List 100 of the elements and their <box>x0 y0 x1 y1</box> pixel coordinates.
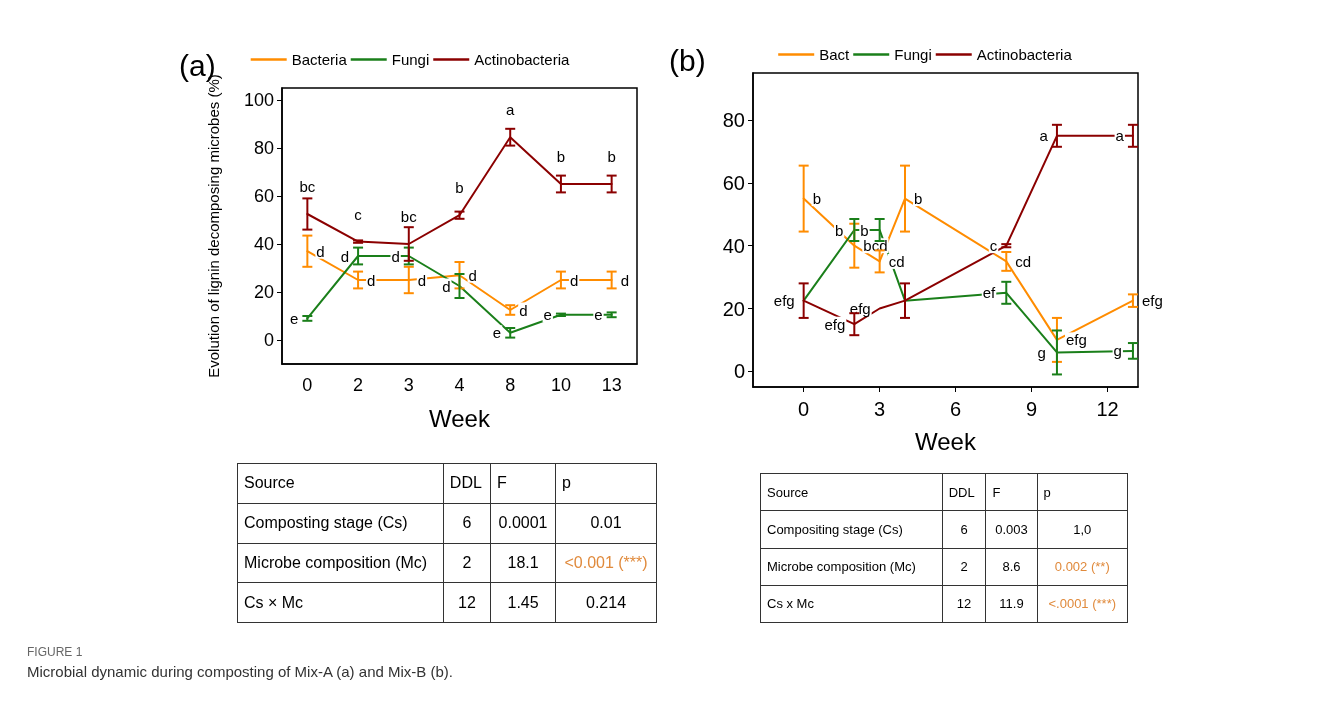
category-label: DDL <box>942 473 986 511</box>
legend-label: Actinobacteria <box>474 51 570 68</box>
y-tick-label: 80 <box>722 109 745 132</box>
data-label: d <box>391 247 400 265</box>
text: 6 <box>942 510 986 548</box>
text: 0.214 <box>555 582 657 623</box>
x-axis-title: Week <box>915 427 977 455</box>
x-tick-label: 8 <box>505 375 516 395</box>
x-tick-label: 0 <box>798 398 810 420</box>
category-label: p <box>555 463 657 504</box>
x-tick-label: 10 <box>550 375 571 395</box>
data-label: b <box>455 179 464 197</box>
text: 2 <box>443 543 491 583</box>
data-label: c <box>354 205 363 223</box>
x-tick-label: 6 <box>950 398 962 420</box>
data-label: cd <box>888 252 905 270</box>
data-label: e <box>543 306 552 324</box>
text: 0.003 <box>985 510 1038 548</box>
x-axis-title: Week <box>429 404 491 432</box>
data-label: b <box>913 190 923 208</box>
x-tick-label: 4 <box>454 375 465 395</box>
data-label: e <box>492 324 502 342</box>
y-tick-label: 80 <box>253 138 274 158</box>
data-label: g <box>1037 343 1046 361</box>
data-label: c <box>989 237 998 255</box>
text: Microbe composition (Mc) <box>237 543 444 583</box>
data-label: efg <box>1141 292 1163 310</box>
data-label: bc <box>400 208 418 225</box>
text: Cs x Mc <box>760 585 943 623</box>
text: 8.6 <box>985 548 1038 586</box>
data-label: bc <box>299 178 316 195</box>
y-tick-label: 20 <box>722 297 745 320</box>
x-tick-label: 12 <box>1096 398 1119 420</box>
x-tick-label: 3 <box>874 398 886 420</box>
text: Microbe composition (Mc) <box>760 548 943 586</box>
data-label: ef <box>982 284 997 302</box>
x-tick-label: 2 <box>353 375 364 395</box>
text: 2 <box>942 548 986 586</box>
data-label: cd <box>1015 252 1032 270</box>
data-label: a <box>1115 127 1125 145</box>
data-label: d <box>620 271 629 289</box>
text: Microbial dynamic during composting of Mix-A (a) and Mix-B (b). <box>27 663 454 680</box>
category-label: F <box>985 473 1038 511</box>
text: 11.9 <box>985 585 1038 623</box>
data-label: b <box>812 190 821 208</box>
y-tick-label: 100 <box>243 90 274 110</box>
chart-title: (b) <box>669 43 706 77</box>
y-tick-label: 20 <box>253 282 274 302</box>
data-label: d <box>569 271 579 289</box>
x-tick-label: 9 <box>1026 398 1038 420</box>
y-tick-label: 40 <box>722 234 745 257</box>
text: 6 <box>443 503 491 543</box>
data-label: b <box>860 221 869 239</box>
data-label: b <box>607 148 616 165</box>
data-label: a <box>506 101 516 119</box>
text: 0.01 <box>555 503 657 543</box>
y-tick-label: 60 <box>722 171 745 194</box>
data-label: d <box>519 301 528 319</box>
legend-label: Bacteria <box>291 51 348 68</box>
data-label: g <box>1113 342 1122 360</box>
data-label: efg <box>824 315 846 333</box>
legend-label: Bact <box>819 46 851 63</box>
data-label: efg <box>1065 331 1087 349</box>
text: Compositing stage (Cs) <box>760 510 943 548</box>
category-label: p <box>1037 473 1128 511</box>
text: 0.0001 <box>490 503 556 543</box>
data-label: d <box>367 271 376 289</box>
data-label: efg <box>773 292 795 310</box>
text: 1,0 <box>1037 510 1128 548</box>
text: 1.45 <box>490 582 556 623</box>
data-label: e <box>594 306 603 324</box>
text: 0.002 (**) <box>1037 548 1128 586</box>
x-tick-label: 0 <box>302 375 313 395</box>
data-label: d <box>316 242 325 260</box>
y-tick-label: 40 <box>253 234 274 254</box>
x-tick-label: 3 <box>403 375 414 395</box>
legend-label: Actinobacteria <box>976 46 1073 63</box>
text: Composting stage (Cs) <box>237 503 444 543</box>
category-label: DDL <box>443 463 491 504</box>
data-label: efg <box>849 300 871 317</box>
data-label: d <box>417 271 427 289</box>
text: FIGURE 1 <box>27 645 84 659</box>
data-label: b <box>834 221 844 239</box>
data-label: b <box>556 148 566 165</box>
text: <.0001 (***) <box>1037 585 1128 623</box>
text: 12 <box>942 585 986 623</box>
y-tick-label: 0 <box>263 330 274 350</box>
category-label: F <box>490 463 556 504</box>
text: Cs × Mc <box>237 582 444 623</box>
y-tick-label: 60 <box>253 186 274 206</box>
data-label: d <box>442 277 451 295</box>
x-tick-label: 13 <box>601 375 622 395</box>
data-label: a <box>1039 127 1049 145</box>
text: 18.1 <box>490 543 556 583</box>
legend-label: Fungi <box>391 51 430 68</box>
data-label: d <box>468 266 477 284</box>
data-label: d <box>340 247 350 265</box>
data-label: e <box>290 309 299 327</box>
text: 12 <box>443 582 491 623</box>
category-label: Source <box>760 473 943 511</box>
